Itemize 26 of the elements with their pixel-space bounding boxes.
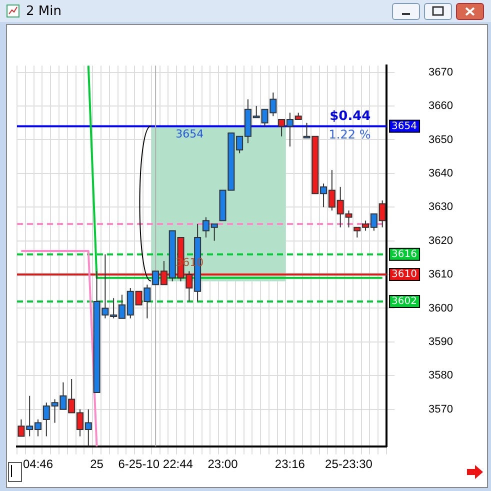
y-tick-label: 3640 — [428, 167, 454, 180]
annotation: 3610 — [176, 256, 204, 269]
y-tick-label: 3660 — [428, 100, 454, 112]
y-tick-label: 3590 — [428, 336, 454, 348]
y-tick-label: 3670 — [428, 66, 454, 78]
x-tick-label: 25-23:30 — [325, 456, 373, 471]
annotation: 3654 — [176, 128, 204, 141]
chart-title: 2 Min — [26, 4, 62, 19]
y-tick-label: 3650 — [428, 134, 454, 146]
y-tick-label: 3580 — [428, 370, 454, 382]
y-tick-label: 3630 — [428, 201, 454, 214]
ref-line-label: 3610 — [392, 269, 417, 280]
y-tick-label: 3600 — [428, 302, 454, 314]
x-tick-label: 23:16 — [274, 456, 306, 471]
y-tick-label: 3610 — [428, 268, 454, 281]
ref-line-label: 3654 — [392, 120, 417, 132]
y-tick-label: 3570 — [428, 403, 454, 416]
annotation: $0.44 — [330, 109, 371, 124]
x-tick-label: 25 — [90, 456, 104, 471]
annotation: 1.22 % — [328, 127, 371, 142]
x-tick-label: 04:46 — [22, 456, 54, 471]
x-tick-label: 6-25-10 22:44 — [118, 456, 194, 471]
x-tick-label: 23:00 — [208, 456, 238, 471]
ref-line-label: 3602 — [392, 296, 417, 308]
ref-line-label: 3616 — [392, 248, 417, 260]
y-tick-label: 3620 — [428, 234, 454, 247]
